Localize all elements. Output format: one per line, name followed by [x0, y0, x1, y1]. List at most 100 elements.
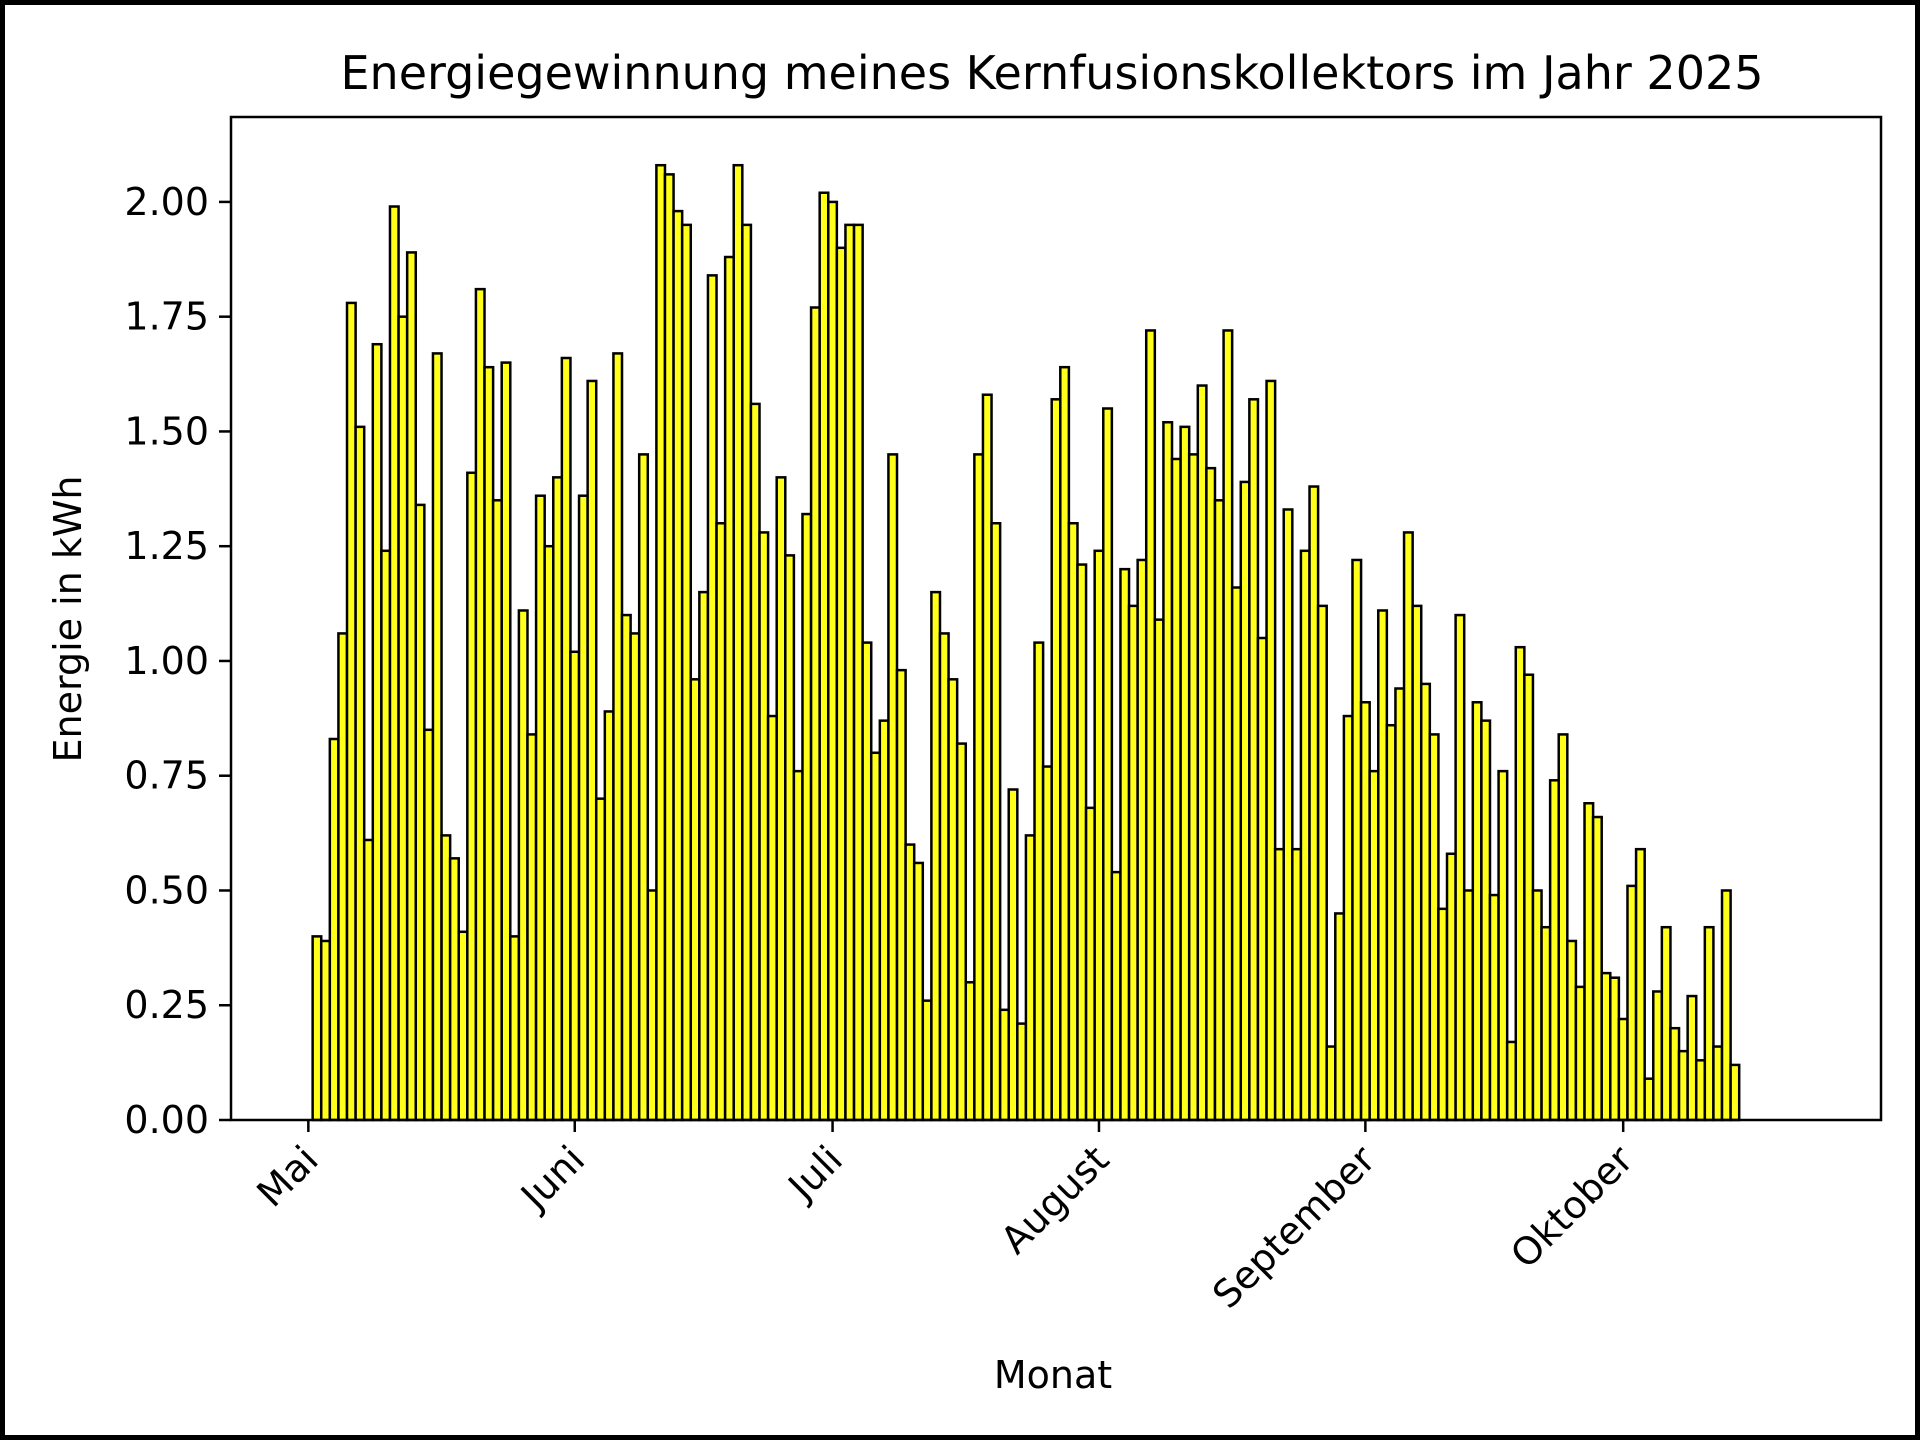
- bar: [466, 471, 478, 1122]
- bar: [912, 861, 925, 1122]
- bar: [1016, 1022, 1028, 1122]
- bar: [1136, 558, 1148, 1122]
- bar: [1617, 1017, 1629, 1122]
- bar: [1067, 522, 1079, 1122]
- bar: [732, 163, 744, 1122]
- bar: [1686, 994, 1698, 1122]
- bar: [1153, 618, 1165, 1122]
- bar: [1248, 398, 1260, 1122]
- bar: [1419, 682, 1432, 1122]
- bar: [380, 549, 392, 1122]
- bar: [1574, 985, 1586, 1122]
- y-tick-label: 0.75: [124, 754, 209, 798]
- bar: [869, 751, 882, 1122]
- bar: [818, 191, 830, 1122]
- bar: [723, 255, 735, 1122]
- bar: [1591, 815, 1603, 1122]
- x-tick-label: Oktober: [1502, 1137, 1642, 1277]
- bar: [844, 223, 856, 1122]
- bar-chart: Energiegewinnung meines Kernfusionskolle…: [46, 46, 1883, 1397]
- x-tick-label: Mai: [248, 1137, 326, 1215]
- bar: [1411, 604, 1423, 1122]
- bar: [1084, 806, 1096, 1122]
- bar: [560, 356, 572, 1122]
- bar: [1359, 701, 1371, 1122]
- bar: [1505, 1040, 1518, 1122]
- x-tick-label: September: [1204, 1137, 1384, 1317]
- bar: [1256, 636, 1268, 1122]
- bar: [1334, 912, 1346, 1122]
- bar: [1162, 421, 1174, 1122]
- bar: [852, 223, 864, 1122]
- bar: [1187, 453, 1200, 1122]
- bar: [1033, 641, 1045, 1122]
- y-ticks-group: 0.00 0.25 0.50 0.75 1.00 1.25 1.50 1.75 2.00: [124, 180, 231, 1142]
- bar: [981, 393, 993, 1122]
- x-axis-label: Monat: [994, 1353, 1112, 1397]
- x-ticks-group: Mai Juni Juli August September Oktober: [248, 1120, 1642, 1317]
- bar: [878, 719, 890, 1122]
- bar: [1273, 847, 1285, 1122]
- bar: [543, 544, 555, 1122]
- bar: [1583, 802, 1595, 1122]
- bar: [706, 274, 718, 1122]
- bar: [1230, 586, 1243, 1122]
- bar: [715, 522, 727, 1122]
- bar: [1402, 531, 1414, 1122]
- bar: [1643, 1077, 1655, 1122]
- bar: [1531, 889, 1543, 1122]
- bar: [603, 710, 615, 1122]
- bar: [448, 857, 460, 1122]
- bar: [1634, 847, 1646, 1122]
- bar: [1222, 329, 1234, 1122]
- bar: [930, 590, 942, 1122]
- bar: [1669, 1026, 1681, 1122]
- y-tick-label: 0.50: [124, 868, 209, 912]
- bar: [431, 352, 443, 1122]
- bar: [388, 205, 400, 1122]
- bar: [861, 641, 873, 1122]
- bar: [1488, 893, 1500, 1122]
- bar: [1179, 425, 1191, 1122]
- bar: [1291, 847, 1303, 1122]
- bar: [500, 361, 512, 1122]
- bar: [1548, 779, 1560, 1122]
- bar: [809, 306, 821, 1122]
- bar: [552, 476, 564, 1122]
- bar: [801, 512, 813, 1122]
- bar: [1265, 379, 1277, 1122]
- bar: [1007, 788, 1019, 1122]
- bar: [1059, 365, 1071, 1122]
- bar: [1119, 567, 1131, 1122]
- bar: [337, 632, 349, 1122]
- bar: [1540, 925, 1552, 1122]
- bar: [741, 223, 753, 1122]
- y-axis-label: Energie in kWh: [46, 476, 90, 763]
- bar: [569, 650, 581, 1122]
- y-tick-label: 2.00: [124, 180, 209, 224]
- bar: [637, 453, 650, 1122]
- bar: [921, 999, 933, 1122]
- bar: [1471, 701, 1483, 1122]
- bar: [827, 200, 839, 1122]
- bar: [1093, 549, 1105, 1122]
- x-tick-label: Juni: [511, 1137, 593, 1219]
- bar: [483, 365, 495, 1122]
- bar: [1041, 765, 1053, 1122]
- bar: [1316, 604, 1328, 1122]
- bar: [964, 981, 976, 1122]
- bar: [1144, 329, 1157, 1122]
- bar: [784, 554, 796, 1122]
- bar: [766, 714, 778, 1122]
- bar: [1428, 733, 1440, 1122]
- bar: [491, 499, 503, 1122]
- bar: [1024, 834, 1036, 1122]
- bar: [655, 163, 667, 1122]
- bar: [1445, 852, 1457, 1122]
- bar: [1660, 925, 1672, 1122]
- bar: [1282, 508, 1294, 1122]
- bar: [1110, 870, 1122, 1122]
- bar: [371, 342, 383, 1122]
- x-tick-label: August: [992, 1137, 1117, 1262]
- bar: [895, 668, 907, 1122]
